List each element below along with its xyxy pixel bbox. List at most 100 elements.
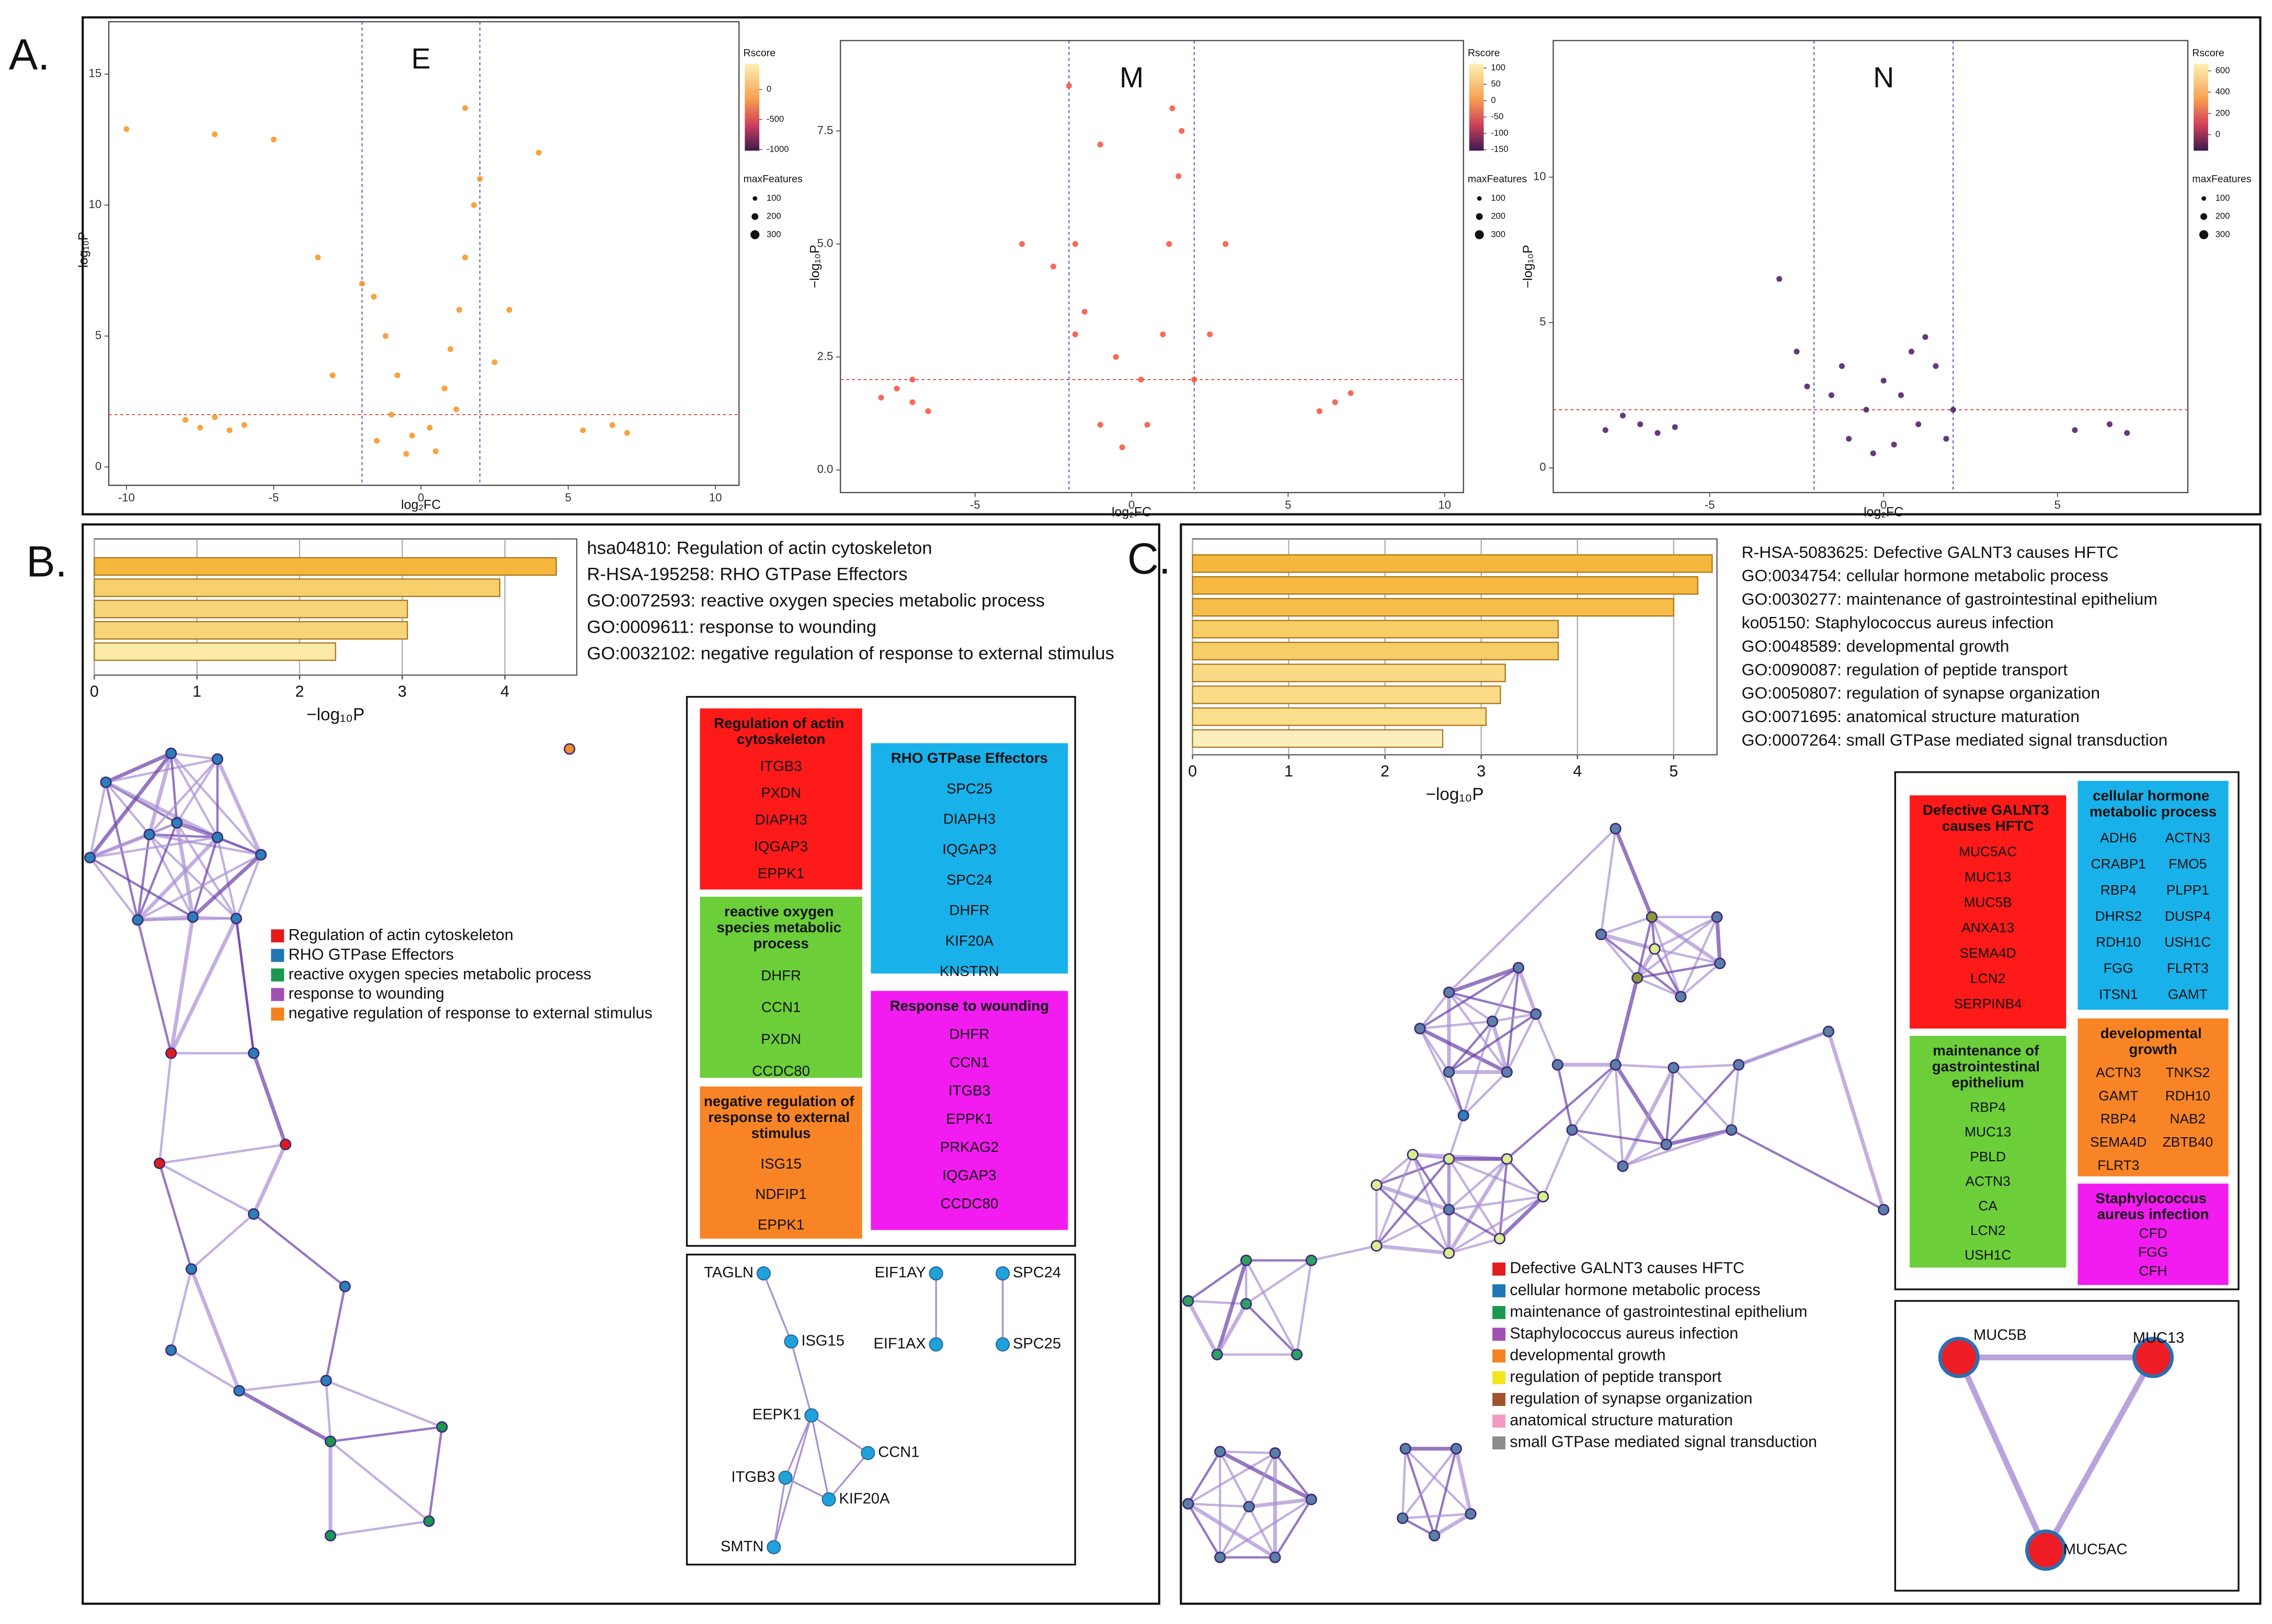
network-edge (1454, 1448, 1473, 1515)
network-edge (1186, 1300, 1219, 1356)
gene: CA (1978, 1198, 1997, 1214)
network-edge (158, 1163, 193, 1270)
network-edge (1188, 1502, 1249, 1508)
y-tick-label: 7.5 (817, 123, 834, 136)
network-edge (149, 833, 218, 839)
legend-swatch (1492, 1328, 1506, 1341)
network-edge (1672, 1067, 1732, 1131)
gene: CCN1 (950, 1054, 989, 1070)
colorbar-tick-label: 50 (1491, 79, 1500, 89)
network-edge (1245, 1259, 1312, 1305)
network-node (132, 914, 144, 926)
network-edge (1376, 1158, 1449, 1186)
plot-title: E (412, 42, 431, 75)
gene: ISG15 (760, 1156, 802, 1172)
point (1950, 407, 1956, 413)
network-node (1668, 1061, 1680, 1074)
network-node (1243, 1501, 1255, 1513)
network-node (1649, 943, 1661, 955)
point (1072, 331, 1078, 338)
legend-swatch (1492, 1284, 1506, 1298)
network-edge (235, 918, 255, 1054)
legend-swatch (1492, 1349, 1506, 1363)
point (1933, 363, 1939, 369)
network-edge (1215, 1260, 1248, 1355)
gene: MUC13 (1965, 869, 2011, 885)
point (329, 372, 336, 379)
gene-set (871, 991, 1068, 1230)
point (1191, 376, 1197, 383)
network-edge (1654, 947, 1720, 965)
point (1839, 363, 1845, 369)
network-edge (136, 836, 219, 921)
network-node (1878, 1204, 1890, 1216)
y-tick-label: 5 (95, 329, 101, 342)
network-node (1182, 1497, 1194, 1510)
subnetwork-node (821, 1492, 836, 1507)
network-node (1240, 1298, 1252, 1310)
subnetwork-edge (810, 1415, 830, 1500)
network-node (423, 1515, 435, 1527)
network-edge (1738, 1030, 1829, 1066)
legend-swatch (1492, 1306, 1506, 1319)
network-edge (1376, 1153, 1414, 1186)
network-edge (1376, 1183, 1450, 1211)
size-legend-title: maxFeatures (744, 174, 803, 185)
point (447, 346, 453, 352)
network-node (1399, 1443, 1411, 1455)
network-node (436, 1421, 448, 1433)
legend-label: Regulation of actin cytoskeleton (289, 926, 513, 944)
network-edge (1498, 1159, 1509, 1239)
size-legend-dot (751, 213, 759, 220)
point (1160, 331, 1166, 338)
text-line: metabolic process (2090, 804, 2217, 820)
subnetwork-label: EEPK1 (752, 1406, 802, 1423)
gene: KIF20A (945, 932, 994, 948)
gene: CCN1 (761, 999, 801, 1015)
subnetwork-edge (790, 1341, 813, 1416)
bar-label: GO:0072593: reactive oxygen species meta… (587, 591, 1045, 611)
subnetwork-edge (810, 1414, 869, 1454)
network-node (255, 849, 267, 861)
colorbar-tick-label: -100 (1491, 128, 1508, 138)
network-edge (1615, 1063, 1674, 1069)
network-edge (1600, 933, 1638, 979)
y-axis-label: −log₁₀P (1521, 245, 1535, 288)
gene: SPC25 (946, 780, 992, 796)
network-node (1617, 1160, 1629, 1172)
point (1081, 308, 1088, 315)
network-edge (105, 782, 139, 920)
gene-set-title: reactive oxygen species metabolic proces… (717, 904, 846, 952)
legend-label: RHO GTPase Effectors (289, 945, 454, 963)
gene: LCN2 (1970, 1222, 2005, 1238)
gene: TNKS2 (2165, 1065, 2210, 1080)
network-edge (1614, 1065, 1624, 1166)
network-edge (1447, 1115, 1465, 1160)
point (1891, 441, 1897, 448)
network-edge (325, 1380, 332, 1442)
network-edge (1448, 1158, 1508, 1211)
network-edge (1462, 1021, 1494, 1116)
network-edge (1636, 916, 1718, 979)
x-tick-label: 5 (1669, 762, 1678, 780)
network-edge (1248, 1506, 1276, 1558)
network-node (1714, 957, 1726, 969)
bar (94, 557, 557, 576)
network-node (1240, 1254, 1252, 1266)
network-node (1537, 1191, 1549, 1203)
network-node (1493, 1232, 1506, 1245)
network-edge (1411, 1154, 1451, 1254)
network-node (1465, 1508, 1477, 1520)
size-legend-dot (750, 230, 760, 239)
network-node (1182, 1295, 1194, 1307)
x-tick-label: 4 (500, 682, 509, 700)
gene: SEMA4D (2090, 1134, 2147, 1150)
size-legend-label: 100 (767, 193, 781, 203)
network-edge (1614, 828, 1654, 918)
network-node (1443, 986, 1455, 999)
point (909, 376, 916, 383)
network-edge (1731, 1129, 1885, 1211)
x-tick-label: -5 (970, 498, 980, 511)
gene-set-title: RHO GTPase Effectors (891, 750, 1048, 766)
gene-set-title: developmental growth (2100, 1025, 2206, 1057)
